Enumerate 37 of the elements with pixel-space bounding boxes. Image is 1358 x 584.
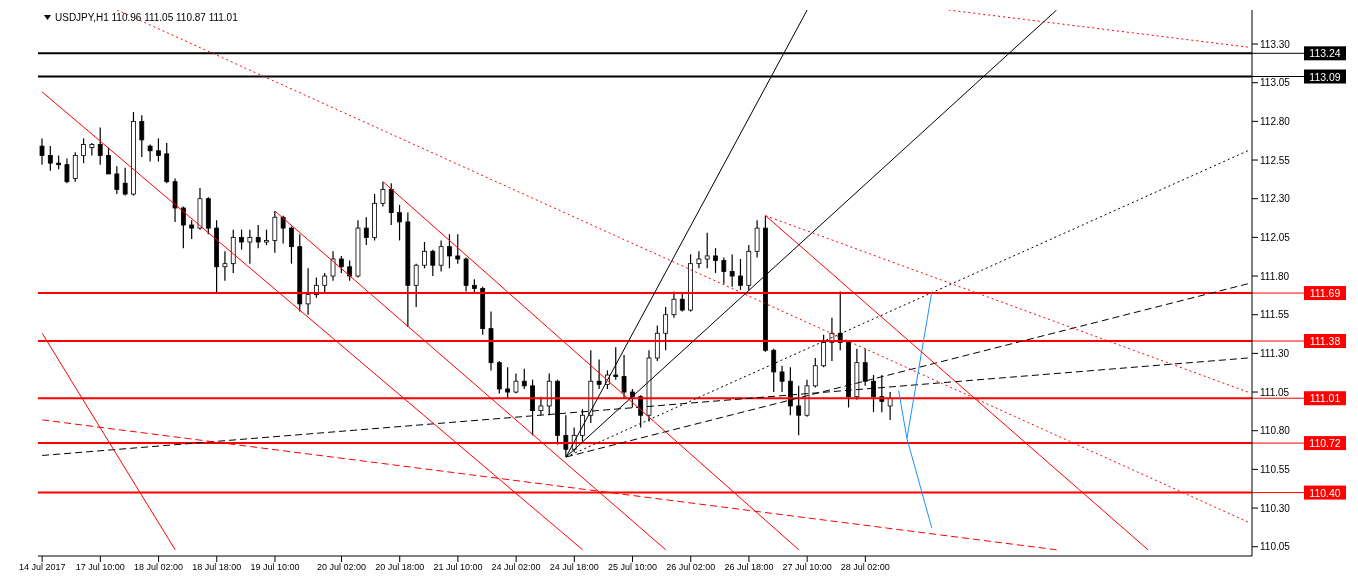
y-tick-label: 111.80 — [1260, 270, 1290, 282]
x-tick-label: 24 Jul 18:00 — [549, 562, 599, 573]
ref-line-label: 110.72 — [1309, 437, 1341, 450]
y-tick-label: 111.55 — [1260, 309, 1290, 321]
ref-line-label: 111.01 — [1309, 392, 1341, 405]
y-tick-label: 112.80 — [1260, 115, 1291, 127]
x-tick-label: 24 Jul 02:00 — [491, 562, 541, 573]
x-tick-label: 19 Jul 10:00 — [250, 562, 300, 573]
y-tick-label: 112.05 — [1260, 231, 1291, 243]
y-tick-label: 113.05 — [1260, 77, 1291, 89]
x-tick-label: 20 Jul 02:00 — [316, 562, 367, 573]
x-tick-label: 26 Jul 18:00 — [724, 562, 774, 573]
x-tick-label: 18 Jul 02:00 — [134, 562, 184, 573]
ref-line-label: 113.09 — [1309, 70, 1341, 83]
ref-line-label: 110.40 — [1309, 486, 1341, 499]
ref-line-label: 111.69 — [1309, 287, 1341, 300]
x-tick-label: 21 Jul 10:00 — [433, 562, 483, 573]
y-tick-label: 110.05 — [1260, 541, 1291, 553]
ref-line-label: 113.24 — [1309, 47, 1341, 60]
y-tick-label: 110.55 — [1260, 463, 1291, 475]
y-tick-label: 113.30 — [1260, 38, 1291, 50]
y-tick-label: 112.30 — [1260, 193, 1291, 205]
x-tick-label: 14 Jul 2017 — [18, 562, 66, 573]
x-tick-label: 28 Jul 02:00 — [840, 562, 890, 573]
x-tick-label: 18 Jul 18:00 — [192, 562, 242, 573]
y-tick-label: 110.80 — [1260, 425, 1291, 437]
x-tick-label: 27 Jul 10:00 — [782, 562, 832, 573]
chart-title: USDJPY,H1 110.96 111.05 110.87 111.01 — [55, 12, 238, 23]
x-tick-label: 20 Jul 18:00 — [375, 562, 425, 573]
y-tick-label: 111.30 — [1260, 347, 1290, 359]
x-tick-label: 25 Jul 10:00 — [608, 562, 658, 573]
x-tick-label: 17 Jul 10:00 — [75, 562, 125, 573]
ref-line-label: 111.38 — [1309, 335, 1341, 347]
x-tick-label: 26 Jul 02:00 — [666, 562, 716, 573]
y-tick-label: 112.55 — [1260, 154, 1291, 166]
y-tick-label: 111.05 — [1260, 386, 1290, 398]
y-tick-label: 110.30 — [1260, 502, 1291, 514]
